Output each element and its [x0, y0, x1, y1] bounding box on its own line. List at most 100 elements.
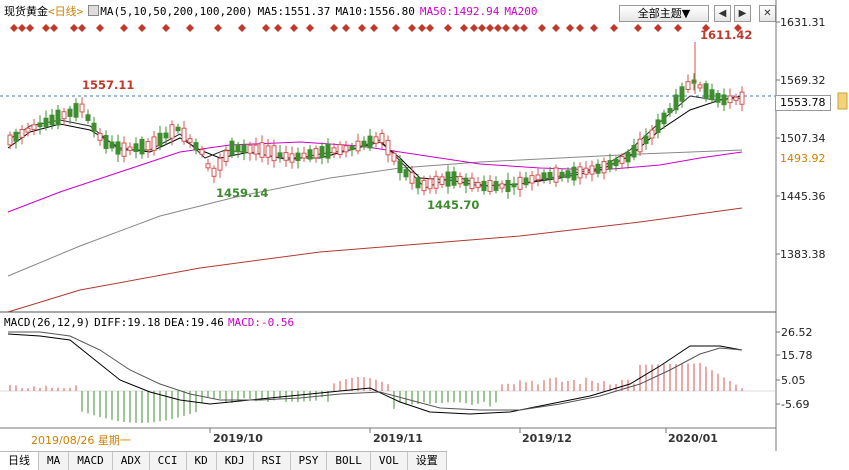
- candle-body-79: [475, 181, 481, 188]
- candle-body-25: [151, 136, 157, 151]
- high-annotation-1: 1557.11: [82, 78, 135, 92]
- event-diamond-37: [552, 24, 560, 32]
- candle-body-31: [187, 138, 193, 143]
- event-diamond-38: [566, 24, 574, 32]
- candle-body-7: [43, 117, 49, 128]
- candle-body-30: [181, 127, 187, 142]
- tab-psy[interactable]: PSY: [291, 452, 328, 470]
- tab-kdj[interactable]: KDJ: [217, 452, 254, 470]
- candle-body-59: [355, 140, 361, 152]
- candle-body-47: [283, 152, 289, 161]
- tab-adx[interactable]: ADX: [113, 452, 150, 470]
- event-diamond-4: [42, 24, 50, 32]
- tab-rsi[interactable]: RSI: [254, 452, 291, 470]
- macd-dea: DEA:19.46: [164, 316, 224, 329]
- event-diamond-41: [610, 24, 618, 32]
- candle-body-109: [655, 119, 661, 133]
- tab-cci[interactable]: CCI: [150, 452, 187, 470]
- candle-body-18: [109, 141, 115, 149]
- candle-body-73: [439, 176, 445, 185]
- period-label[interactable]: <日线>: [48, 5, 84, 18]
- tab-macd[interactable]: MACD: [69, 452, 113, 470]
- event-diamond-44: [674, 24, 682, 32]
- candle-body-41: [247, 144, 253, 154]
- candle-body-85: [511, 183, 517, 188]
- candle-body-102: [613, 158, 619, 167]
- candle-body-37: [223, 150, 229, 162]
- ma50-price-label: 1493.92: [780, 152, 826, 165]
- candle-body-95: [571, 166, 577, 181]
- candle-body-52: [313, 148, 319, 159]
- candle-body-44: [265, 145, 271, 158]
- event-diamond-29: [470, 24, 478, 32]
- date-label-dec: 2019/12: [522, 432, 572, 445]
- candle-body-105: [631, 145, 637, 158]
- prev-icon[interactable]: ◀: [714, 5, 731, 22]
- event-diamond-8: [96, 24, 104, 32]
- candle-body-122: [733, 96, 739, 101]
- tab-boll[interactable]: BOLL: [327, 452, 371, 470]
- event-diamond-14: [238, 24, 246, 32]
- candle-body-28: [169, 124, 175, 139]
- ma-params: MA(5,10,50,200,100,200): [100, 5, 253, 18]
- ma10-value: MA10:1556.80: [335, 5, 415, 18]
- candle-body-33: [199, 149, 205, 155]
- candle-body-106: [637, 138, 643, 153]
- current-price-box: 1553.78: [775, 95, 831, 111]
- tab-settings[interactable]: 设置: [408, 452, 447, 470]
- candle-body-34: [205, 163, 211, 169]
- candle-body-27: [163, 132, 169, 139]
- price-tick-3: 1507.34: [780, 132, 826, 145]
- candle-body-66: [397, 160, 403, 174]
- candle-body-11: [67, 108, 73, 117]
- event-diamond-20: [342, 24, 350, 32]
- event-diamond-23: [392, 24, 400, 32]
- event-diamond-19: [330, 24, 338, 32]
- candle-body-14: [85, 114, 91, 121]
- tab-kd[interactable]: KD: [187, 452, 217, 470]
- event-diamond-15: [262, 24, 270, 32]
- event-diamond-35: [520, 24, 528, 32]
- candle-body-29: [175, 126, 181, 132]
- candle-body-94: [565, 170, 571, 179]
- event-diamond-18: [306, 24, 314, 32]
- tab-daily[interactable]: 日线: [0, 452, 39, 470]
- macd-tick-3: 5.05: [781, 374, 806, 387]
- macd-legend: MACD(26,12,9) DIFF:19.18 DEA:19.46 MACD:-0.…: [4, 316, 298, 330]
- candle-body-53: [319, 146, 325, 158]
- candle-body-90: [541, 172, 547, 180]
- candle-body-113: [679, 86, 685, 102]
- ma100-line: [7, 149, 743, 277]
- ma5-value: MA5:1551.37: [257, 5, 331, 18]
- event-diamond-34: [512, 24, 520, 32]
- macd-tick-2: 15.78: [781, 349, 813, 362]
- macd-dea-line: [8, 331, 743, 411]
- candle-body-61: [367, 135, 373, 149]
- candle-body-55: [331, 147, 337, 154]
- candle-body-1: [7, 134, 13, 146]
- event-diamond-42: [634, 24, 642, 32]
- theme-dropdown[interactable]: 全部主题▼: [619, 5, 709, 22]
- candle-body-17: [103, 134, 109, 150]
- indicator-tabs: 日线 MA MACD ADX CCI KD KDJ RSI PSY BOLL V…: [0, 451, 447, 470]
- candle-body-108: [649, 129, 655, 139]
- event-diamond-36: [538, 24, 546, 32]
- candle-body-103: [619, 156, 625, 164]
- event-diamond-11: [162, 24, 170, 32]
- candle-body-38: [229, 140, 235, 156]
- candle-body-78: [469, 177, 475, 190]
- event-diamond-31: [486, 24, 494, 32]
- chart-legend: 现货黄金<日线> MA(5,10,50,200,100,200) MA5:1551.…: [4, 4, 543, 20]
- event-diamond-39: [576, 24, 584, 32]
- tab-vol[interactable]: VOL: [371, 452, 408, 470]
- next-icon[interactable]: ▶: [734, 5, 751, 22]
- event-diamond-27: [444, 24, 452, 32]
- macd-diff: DIFF:19.18: [94, 316, 161, 329]
- candle-body-8: [49, 114, 55, 126]
- event-diamond-30: [478, 24, 486, 32]
- candle-body-35: [211, 167, 217, 177]
- tab-ma[interactable]: MA: [39, 452, 70, 470]
- event-diamond-10: [138, 24, 146, 32]
- candle-body-111: [667, 108, 673, 114]
